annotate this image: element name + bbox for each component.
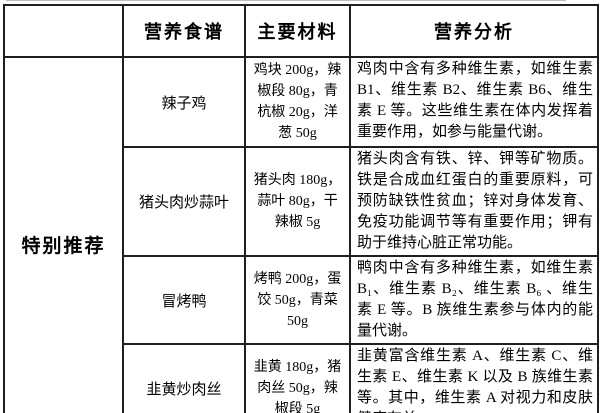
table-row: 特别推荐 辣子鸡 鸡块 200g，辣椒段 80g，青杭椒 20g，洋葱 50g …	[3, 56, 599, 413]
ingredients-cell: 猪头肉 180g，蒜叶 80g，干辣椒 5g	[244, 146, 351, 257]
crop-artifact-line	[6, 0, 566, 1]
ingredients-cell: 鸡块 200g，辣椒段 80g，青杭椒 20g，洋葱 50g	[244, 56, 351, 148]
column-header-analysis: 营养分析	[349, 4, 599, 58]
table-row: 韭黄炒肉丝 韭黄 180g，猪肉丝 50g，辣椒段 5g 韭黄富含维生素 A、维…	[4, 343, 599, 413]
analysis-cell: 猪头肉含有铁、锌、钾等矿物质。铁是合成血红蛋白的重要原料，可预防缺铁性贫血；锌对…	[349, 146, 599, 257]
nutrition-table: 营养食谱 主要材料 营养分析 特别推荐 辣子鸡 鸡块 200g，辣椒段 80g，…	[3, 4, 599, 413]
recipe-name-cell: 韭黄炒肉丝	[122, 343, 246, 413]
header-row: 营养食谱 主要材料 营养分析	[3, 4, 599, 58]
column-header-recipe: 营养食谱	[122, 4, 246, 58]
recipe-name-cell: 冒烤鸭	[122, 255, 246, 345]
row-group-label: 特别推荐	[3, 56, 124, 413]
column-header-ingredients: 主要材料	[244, 4, 351, 58]
analysis-cell: 韭黄富含维生素 A、维生素 C、维生素 E、维生素 K 以及 B 族维生素等。其…	[349, 343, 599, 413]
recipe-name-cell: 猪头肉炒蒜叶	[122, 146, 246, 257]
corner-cell	[3, 4, 124, 58]
ingredients-cell: 烤鸭 200g，蛋饺 50g，青菜 50g	[244, 255, 351, 345]
analysis-cell: 鸡肉中含有多种维生素，如维生素 B1、维生素 B2、维生素 B6、维生素 E 等…	[349, 56, 599, 148]
table-row: 猪头肉炒蒜叶 猪头肉 180g，蒜叶 80g，干辣椒 5g 猪头肉含有铁、锌、钾…	[4, 146, 599, 257]
ingredients-cell: 韭黄 180g，猪肉丝 50g，辣椒段 5g	[244, 343, 351, 413]
analysis-cell: 鸭肉中含有多种维生素，如维生素 B₁、维生素 B₂、维生素 B₆ 、维生素 E …	[349, 255, 599, 345]
table-row: 冒烤鸭 烤鸭 200g，蛋饺 50g，青菜 50g 鸭肉中含有多种维生素，如维生…	[4, 255, 599, 345]
recipe-name-cell: 辣子鸡	[122, 56, 246, 148]
